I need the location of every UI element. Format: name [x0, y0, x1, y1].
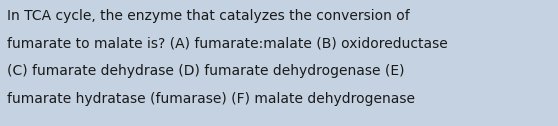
Text: In TCA cycle, the enzyme that catalyzes the conversion of: In TCA cycle, the enzyme that catalyzes … [7, 9, 410, 23]
Text: fumarate to malate is? (A) fumarate:malate (B) oxidoreductase: fumarate to malate is? (A) fumarate:mala… [7, 37, 448, 51]
Text: (C) fumarate dehydrase (D) fumarate dehydrogenase (E): (C) fumarate dehydrase (D) fumarate dehy… [7, 64, 405, 78]
Text: fumarate hydratase (fumarase) (F) malate dehydrogenase: fumarate hydratase (fumarase) (F) malate… [7, 92, 415, 106]
